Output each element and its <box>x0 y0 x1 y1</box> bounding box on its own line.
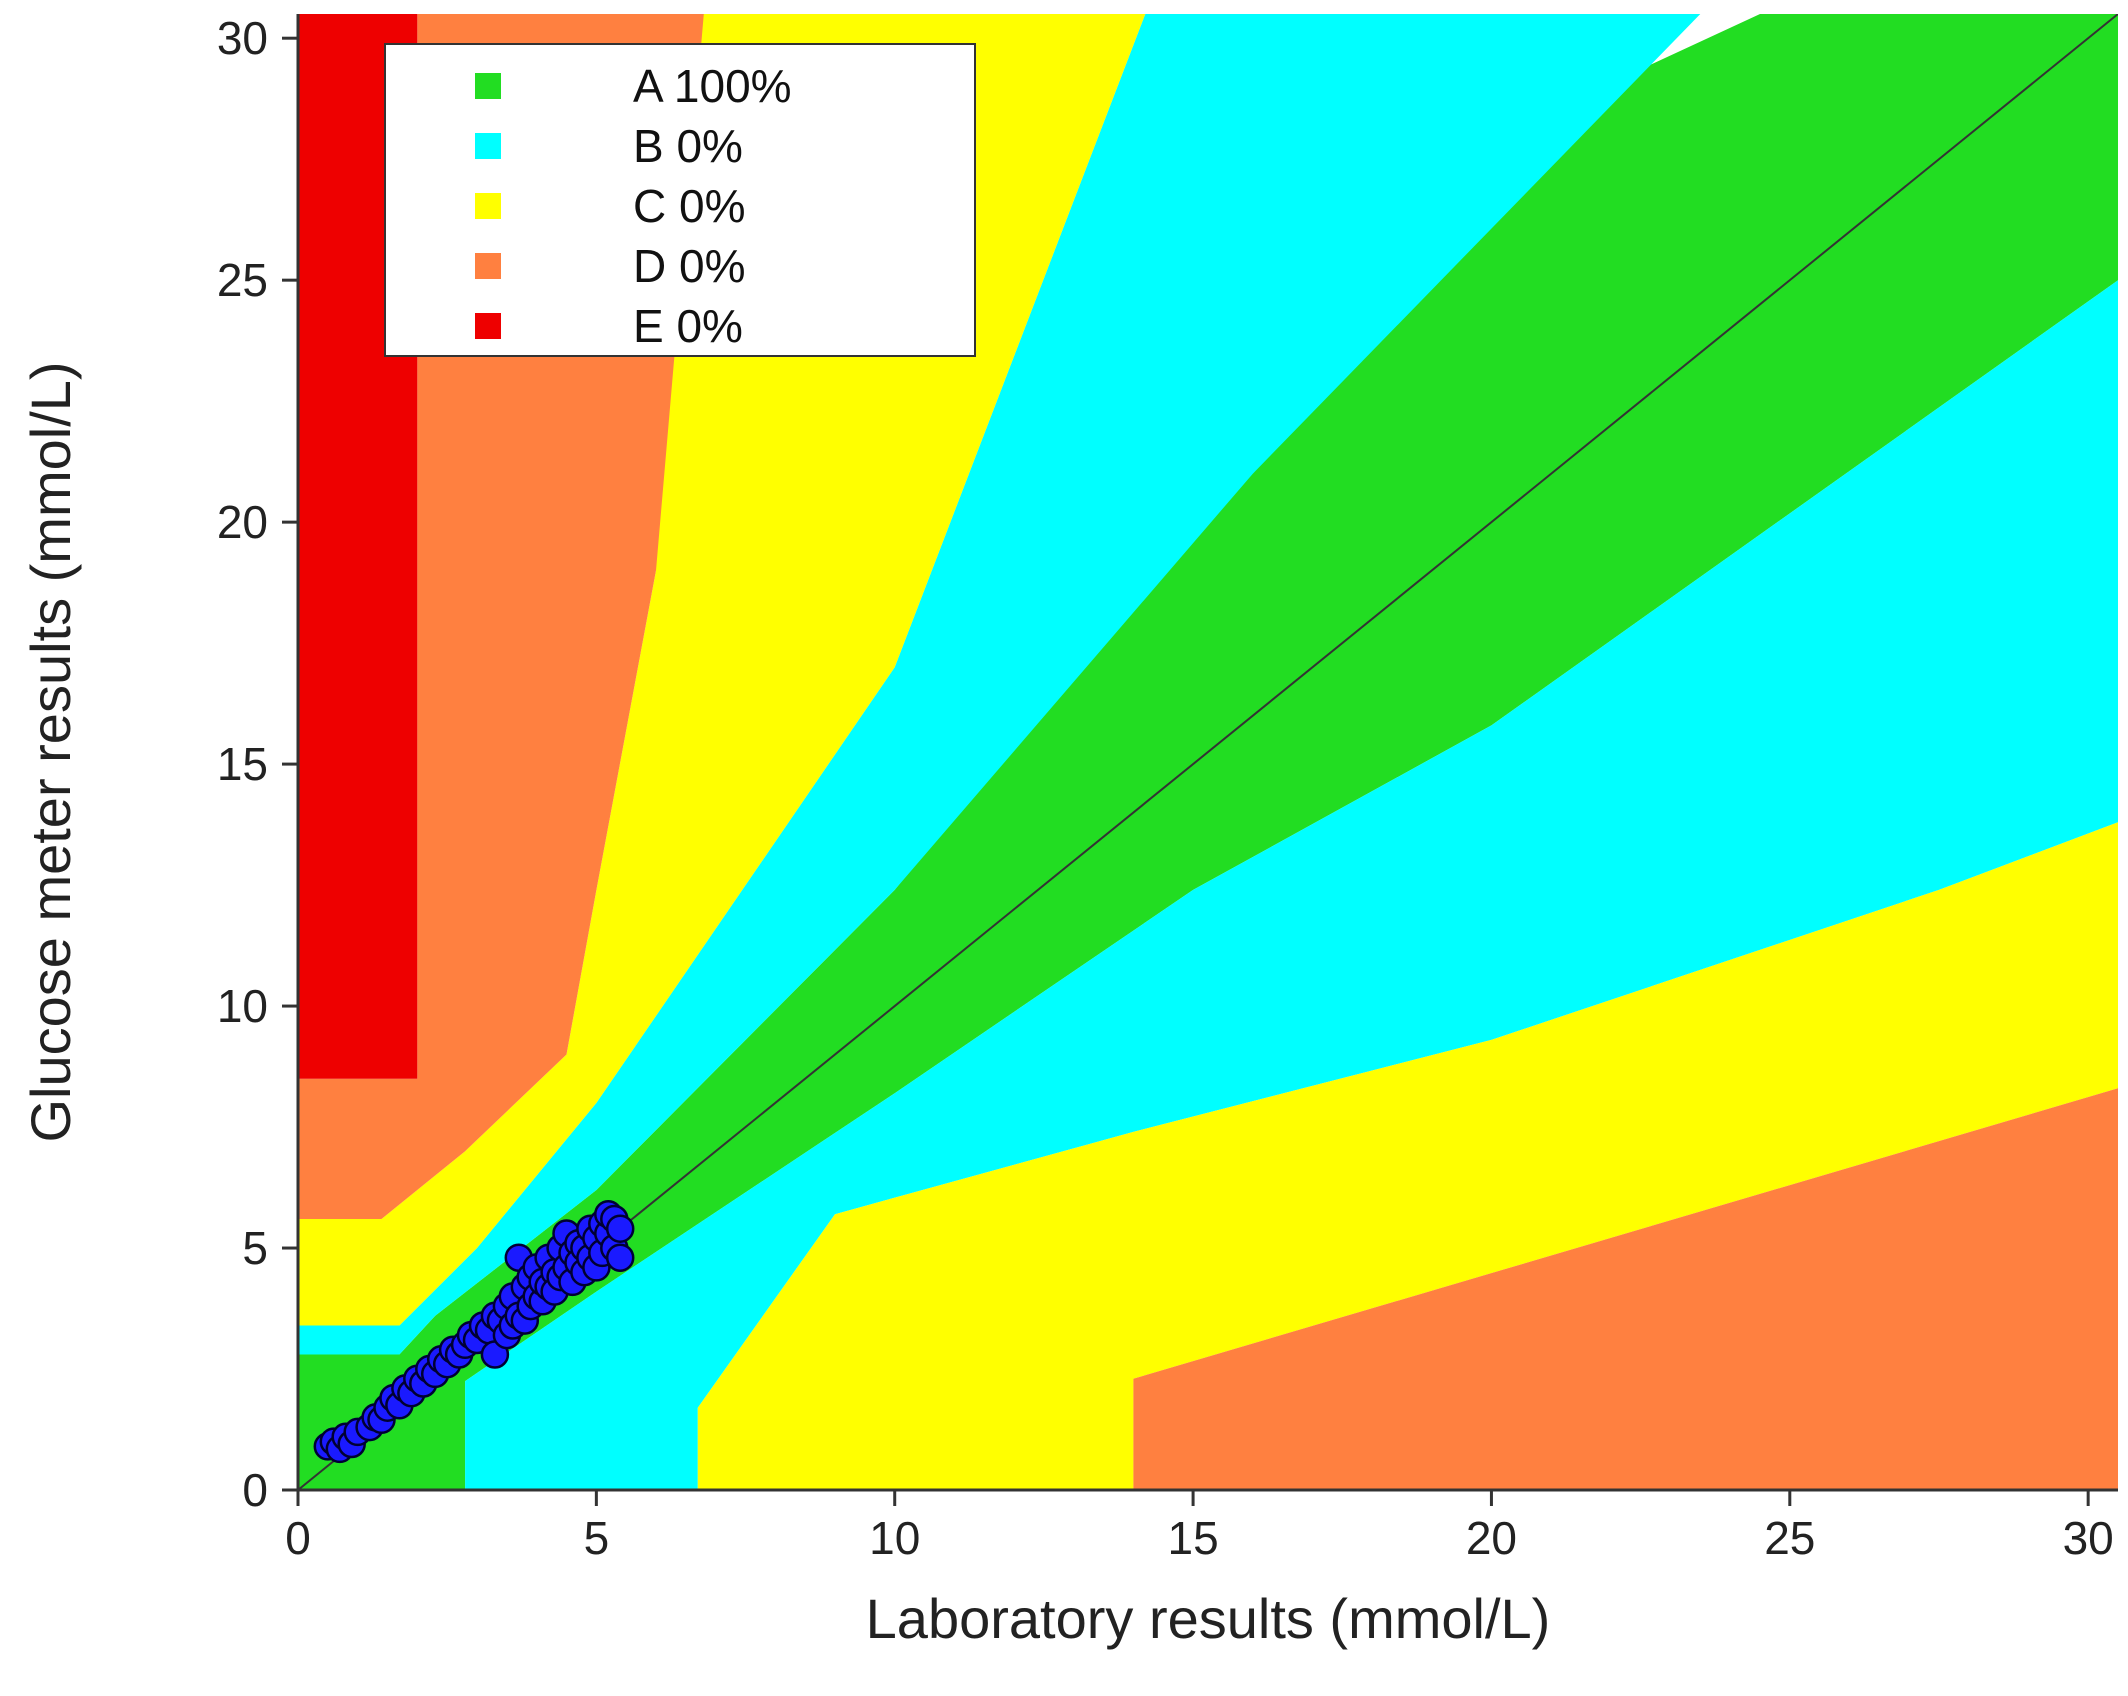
zone-c-region-4 <box>697 822 2118 1490</box>
legend-swatch-d <box>475 253 501 279</box>
y-tick-label: 30 <box>217 12 268 64</box>
legend-label-d: D 0% <box>633 240 745 292</box>
legend-swatch-b <box>475 133 501 159</box>
y-axis-title: Glucose meter results (mmol/L) <box>19 361 82 1142</box>
zone-b-region-1 <box>298 14 1701 1355</box>
legend: A 100% B 0% C 0% D 0% E 0% <box>384 43 976 357</box>
legend-label-c: C 0% <box>633 180 745 232</box>
data-point <box>605 1243 635 1272</box>
y-tick-label: 5 <box>242 1222 268 1274</box>
x-axis-title: Laboratory results (mmol/L) <box>866 1587 1551 1650</box>
legend-label-e: E 0% <box>633 300 743 352</box>
y-tick-label: 20 <box>217 496 268 548</box>
x-tick-label: 20 <box>1466 1512 1517 1564</box>
x-tick-label: 15 <box>1167 1512 1218 1564</box>
zone-d-region-6 <box>1133 1088 2118 1490</box>
zone-b-region-2 <box>465 280 2118 1490</box>
legend-swatch-a <box>475 73 501 99</box>
y-tick-label: 25 <box>217 254 268 306</box>
y-tick-label: 15 <box>217 738 268 790</box>
x-tick-label: 30 <box>2063 1512 2114 1564</box>
points-layer <box>313 1199 635 1464</box>
x-tick-label: 25 <box>1764 1512 1815 1564</box>
legend-label-b: B 0% <box>633 120 743 172</box>
y-tick-label: 10 <box>217 980 268 1032</box>
y-tick-label: 0 <box>242 1464 268 1516</box>
data-point <box>605 1214 635 1243</box>
legend-swatch-e <box>475 313 501 339</box>
x-tick-label: 0 <box>285 1512 311 1564</box>
legend-swatch-c <box>475 193 501 219</box>
x-tick-label: 10 <box>869 1512 920 1564</box>
legend-label-a: A 100% <box>633 60 792 112</box>
axes-layer: 0 5 10 15 20 25 30 0 5 10 15 20 25 30 <box>217 12 2118 1564</box>
x-tick-label: 5 <box>584 1512 610 1564</box>
